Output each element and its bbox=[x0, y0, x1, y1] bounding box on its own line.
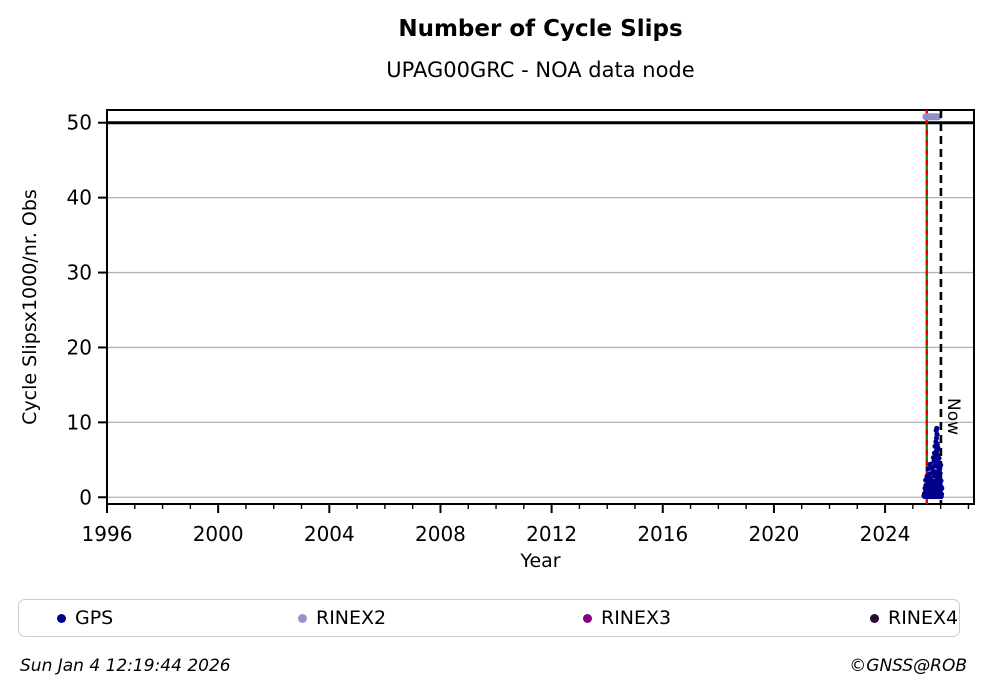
y-axis-label: Cycle Slipsx1000/nr. Obs bbox=[19, 189, 41, 425]
legend-label-rinex3: RINEX3 bbox=[601, 606, 672, 629]
gps-data-point bbox=[938, 491, 945, 497]
rinex3-marker-icon bbox=[583, 613, 592, 623]
x-tick-label: 1996 bbox=[82, 522, 133, 546]
gps-data-point bbox=[938, 462, 944, 468]
gps-marker-icon bbox=[57, 613, 66, 623]
chart-title: Number of Cycle Slips bbox=[398, 16, 683, 42]
now-label: Now bbox=[943, 398, 963, 435]
gps-data-point bbox=[936, 466, 943, 473]
gps-data-point bbox=[935, 445, 941, 451]
gps-data-point bbox=[936, 455, 942, 461]
x-tick-label: 2000 bbox=[193, 522, 244, 546]
chart-subtitle: UPAG00GRC - NOA data node bbox=[386, 58, 695, 82]
x-tick-label: 2016 bbox=[637, 522, 688, 546]
legend-item-rinex3: RINEX3 bbox=[583, 600, 671, 636]
legend: GPS RINEX2 RINEX3 RINEX4 bbox=[18, 599, 960, 637]
legend-item-gps: GPS bbox=[57, 600, 113, 636]
y-tick-label: 40 bbox=[67, 186, 92, 210]
legend-item-rinex2: RINEX2 bbox=[298, 600, 386, 636]
gps-data-point bbox=[939, 485, 945, 491]
rinex4-marker-icon bbox=[870, 613, 879, 623]
legend-label-rinex4: RINEX4 bbox=[888, 606, 959, 629]
legend-item-rinex4: RINEX4 bbox=[870, 600, 958, 636]
y-tick-label: 10 bbox=[67, 410, 92, 434]
gps-data-point bbox=[925, 466, 931, 472]
x-tick-label: 2004 bbox=[304, 522, 355, 546]
y-tick-label: 50 bbox=[67, 111, 92, 135]
y-tick-label: 20 bbox=[67, 335, 92, 359]
timestamp: Sun Jan 4 12:19:44 2026 bbox=[20, 656, 231, 676]
x-tick-label: 2020 bbox=[748, 522, 799, 546]
gps-data-point bbox=[934, 425, 940, 431]
x-axis-label: Year bbox=[520, 550, 561, 572]
gps-data-point bbox=[927, 461, 933, 467]
x-tick-label: 2008 bbox=[415, 522, 466, 546]
x-tick-label: 2012 bbox=[526, 522, 577, 546]
plot-frame bbox=[106, 109, 975, 505]
x-tick-label: 2024 bbox=[860, 522, 911, 546]
rinex2-marker-icon bbox=[298, 613, 307, 623]
copyright: ©GNSS@ROB bbox=[849, 656, 967, 676]
gps-scatter bbox=[921, 425, 945, 500]
legend-label-rinex2: RINEX2 bbox=[316, 606, 387, 629]
legend-label-gps: GPS bbox=[75, 606, 114, 629]
gps-data-point bbox=[938, 478, 944, 484]
y-tick-label: 0 bbox=[79, 485, 92, 509]
y-tick-label: 30 bbox=[67, 261, 92, 285]
